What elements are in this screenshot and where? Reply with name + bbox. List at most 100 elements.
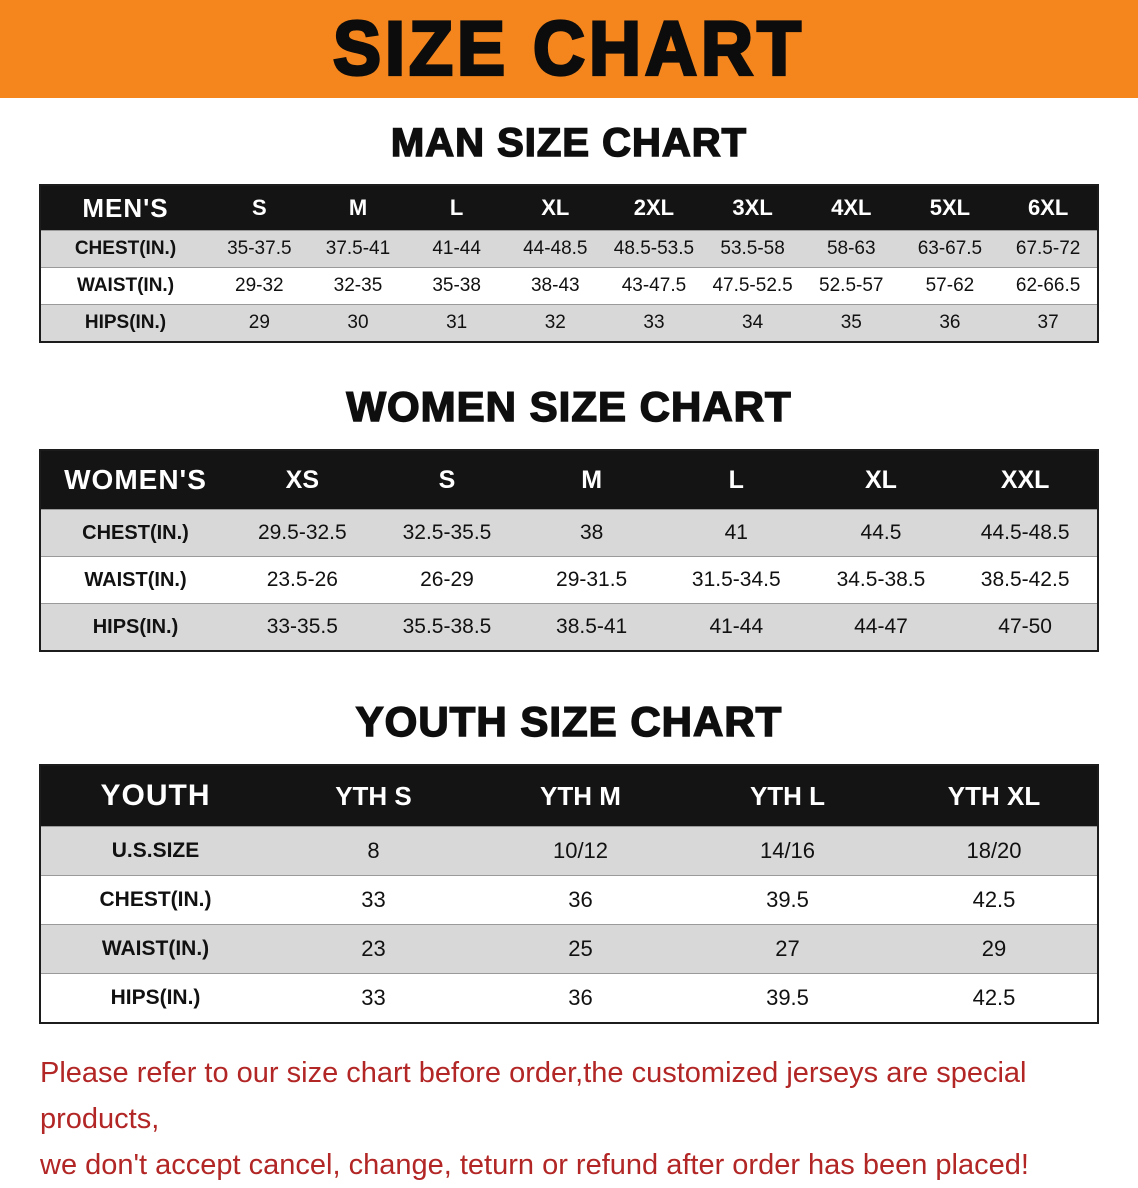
table-cell: 29-31.5 (519, 556, 664, 604)
table-cell: 52.5-57 (801, 267, 901, 305)
table-cell: 29-32 (210, 267, 309, 305)
women-col-s: S (374, 450, 520, 510)
disclaimer-note: Please refer to our size chart before or… (40, 1050, 1098, 1188)
men-col-2xl: 2XL (604, 185, 704, 231)
table-cell: 44-47 (808, 603, 954, 651)
men-col-xl: XL (505, 185, 605, 231)
row-label: CHEST(IN.) (40, 230, 210, 268)
table-cell: 44.5-48.5 (953, 509, 1098, 557)
table-cell: 33-35.5 (230, 603, 375, 651)
men-col-m: M (308, 185, 408, 231)
row-label: WAIST(IN.) (40, 924, 270, 974)
men-col-l: L (407, 185, 506, 231)
table-cell: 35 (801, 304, 901, 342)
table-cell: 18/20 (891, 826, 1098, 876)
youth-hips-row: HIPS(IN.) 33 36 39.5 42.5 (40, 973, 1098, 1023)
table-cell: 47.5-52.5 (703, 267, 802, 305)
table-cell: 23.5-26 (230, 556, 375, 604)
table-cell: 44-48.5 (505, 230, 605, 268)
table-cell: 33 (270, 973, 477, 1023)
table-cell: 36 (477, 973, 684, 1023)
disclaimer-line-2: we don't accept cancel, change, teturn o… (40, 1149, 1029, 1181)
row-label: HIPS(IN.) (40, 973, 270, 1023)
table-cell: 8 (270, 826, 477, 876)
men-col-6xl: 6XL (999, 185, 1098, 231)
table-cell: 35-37.5 (210, 230, 309, 268)
table-cell: 34 (703, 304, 802, 342)
table-cell: 47-50 (953, 603, 1098, 651)
table-cell: 32 (505, 304, 605, 342)
table-cell: 41-44 (407, 230, 506, 268)
table-cell: 53.5-58 (703, 230, 802, 268)
men-col-3xl: 3XL (703, 185, 802, 231)
table-cell: 41-44 (663, 603, 809, 651)
men-corner-label: MEN'S (40, 185, 210, 231)
men-hips-row: HIPS(IN.) 29 30 31 32 33 34 35 36 37 (40, 304, 1098, 342)
women-col-xxl: XXL (953, 450, 1098, 510)
table-cell: 27 (684, 924, 891, 974)
women-size-table: WOMEN'S XS S M L XL XXL CHEST(IN.) 29.5-… (39, 449, 1099, 652)
table-cell: 39.5 (684, 973, 891, 1023)
table-cell: 30 (308, 304, 408, 342)
men-col-5xl: 5XL (900, 185, 1000, 231)
table-cell: 67.5-72 (999, 230, 1098, 268)
youth-corner-label: YOUTH (40, 765, 270, 827)
youth-waist-row: WAIST(IN.) 23 25 27 29 (40, 924, 1098, 974)
table-cell: 33 (270, 875, 477, 925)
table-cell: 33 (604, 304, 704, 342)
women-chest-row: CHEST(IN.) 29.5-32.5 32.5-35.5 38 41 44.… (40, 509, 1098, 557)
men-waist-row: WAIST(IN.) 29-32 32-35 35-38 38-43 43-47… (40, 267, 1098, 305)
youth-ussize-row: U.S.SIZE 8 10/12 14/16 18/20 (40, 826, 1098, 876)
youth-size-table: YOUTH YTH S YTH M YTH L YTH XL U.S.SIZE … (39, 764, 1099, 1024)
women-col-m: M (519, 450, 664, 510)
table-cell: 31.5-34.5 (663, 556, 809, 604)
table-cell: 35-38 (407, 267, 506, 305)
women-corner-label: WOMEN'S (40, 450, 230, 510)
men-col-4xl: 4XL (801, 185, 901, 231)
table-cell: 43-47.5 (604, 267, 704, 305)
disclaimer-line-1: Please refer to our size chart before or… (40, 1057, 1027, 1135)
row-label: WAIST(IN.) (40, 556, 230, 604)
table-cell: 44.5 (808, 509, 954, 557)
youth-chest-row: CHEST(IN.) 33 36 39.5 42.5 (40, 875, 1098, 925)
table-cell: 42.5 (891, 973, 1098, 1023)
men-chest-row: CHEST(IN.) 35-37.5 37.5-41 41-44 44-48.5… (40, 230, 1098, 268)
table-cell: 36 (900, 304, 1000, 342)
women-hips-row: HIPS(IN.) 33-35.5 35.5-38.5 38.5-41 41-4… (40, 603, 1098, 651)
table-cell: 25 (477, 924, 684, 974)
youth-section-heading: YOUTH SIZE CHART (355, 697, 783, 746)
table-cell: 63-67.5 (900, 230, 1000, 268)
women-section-heading: WOMEN SIZE CHART (346, 382, 792, 431)
table-cell: 29.5-32.5 (230, 509, 375, 557)
table-cell: 38.5-41 (519, 603, 664, 651)
table-cell: 39.5 (684, 875, 891, 925)
row-label: HIPS(IN.) (40, 603, 230, 651)
table-cell: 32.5-35.5 (374, 509, 520, 557)
table-cell: 35.5-38.5 (374, 603, 520, 651)
table-cell: 10/12 (477, 826, 684, 876)
youth-col-s: YTH S (270, 765, 477, 827)
table-cell: 38 (519, 509, 664, 557)
women-col-xl: XL (808, 450, 954, 510)
table-cell: 29 (891, 924, 1098, 974)
row-label: CHEST(IN.) (40, 875, 270, 925)
table-cell: 48.5-53.5 (604, 230, 704, 268)
table-cell: 31 (407, 304, 506, 342)
row-label: WAIST(IN.) (40, 267, 210, 305)
row-label: U.S.SIZE (40, 826, 270, 876)
women-col-l: L (663, 450, 809, 510)
table-cell: 14/16 (684, 826, 891, 876)
table-cell: 29 (210, 304, 309, 342)
men-size-table: MEN'S S M L XL 2XL 3XL 4XL 5XL 6XL CHEST… (39, 184, 1099, 343)
table-cell: 38.5-42.5 (953, 556, 1098, 604)
man-section-heading: MAN SIZE CHART (390, 120, 748, 166)
table-cell: 23 (270, 924, 477, 974)
youth-header-row: YOUTH YTH S YTH M YTH L YTH XL (40, 765, 1098, 827)
table-cell: 38-43 (505, 267, 605, 305)
youth-col-xl: YTH XL (891, 765, 1098, 827)
table-cell: 41 (663, 509, 809, 557)
table-cell: 37.5-41 (308, 230, 408, 268)
table-cell: 62-66.5 (999, 267, 1098, 305)
table-cell: 36 (477, 875, 684, 925)
table-cell: 57-62 (900, 267, 1000, 305)
